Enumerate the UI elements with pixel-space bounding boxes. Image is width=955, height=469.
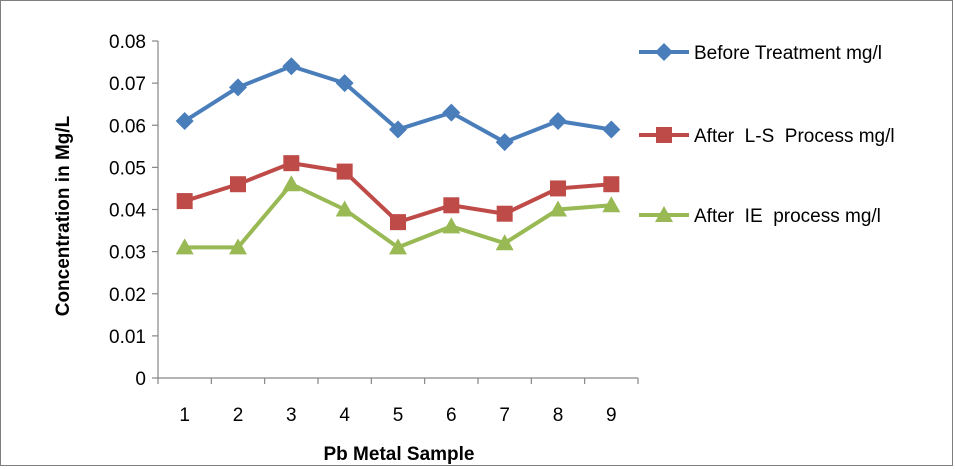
- y-tick-label: 0.07: [109, 74, 146, 95]
- y-tick-label: 0.01: [109, 327, 146, 348]
- y-tick-label: 0.04: [109, 201, 146, 222]
- data-point-square: [443, 197, 460, 214]
- data-point-diamond: [442, 103, 461, 122]
- series-2: [176, 155, 620, 231]
- y-tick-label: 0.08: [109, 32, 146, 53]
- data-point-square: [390, 214, 406, 231]
- x-tick-label: 4: [339, 405, 350, 426]
- x-tick-label: 1: [179, 405, 190, 426]
- data-point-triangle: [229, 238, 247, 255]
- x-tick-label: 7: [499, 405, 510, 426]
- data-point-triangle: [175, 238, 194, 255]
- x-tick-label: 6: [446, 405, 457, 426]
- x-tick-label: 2: [233, 405, 244, 426]
- data-point-diamond: [175, 112, 194, 131]
- data-point-triangle: [442, 217, 461, 234]
- y-tick-label: 0.05: [109, 158, 146, 179]
- y-tick-label: 0: [135, 369, 146, 390]
- series-3: [175, 175, 621, 255]
- data-point-diamond: [495, 133, 514, 152]
- data-point-triangle: [495, 234, 514, 251]
- legend: Before Treatment mg/l After L-S Process m…: [639, 43, 895, 227]
- x-axis: 1 2 3 4 5 6 7 8 9: [157, 377, 639, 426]
- legend-item: After L-S Process mg/l: [639, 126, 895, 147]
- y-tick-label: 0.03: [109, 243, 146, 264]
- data-point-diamond: [229, 78, 247, 97]
- series-1: [175, 57, 621, 152]
- data-point-diamond: [549, 112, 567, 131]
- data-point-diamond: [602, 120, 621, 139]
- x-tick-label: 3: [286, 405, 297, 426]
- data-point-triangle: [549, 200, 567, 217]
- x-tick-label: 9: [606, 405, 617, 426]
- legend-item: After IE process mg/l: [639, 206, 881, 227]
- legend-marker-triangle: [655, 206, 673, 222]
- data-point-triangle: [335, 200, 354, 217]
- data-point-square: [603, 176, 620, 193]
- y-tick-label: 0.06: [109, 116, 146, 137]
- legend-label: Before Treatment mg/l: [694, 43, 882, 64]
- data-point-diamond: [335, 74, 354, 93]
- data-point-square: [230, 176, 246, 193]
- data-point-square: [283, 155, 300, 172]
- legend-marker-square: [656, 127, 672, 143]
- legend-label: After IE process mg/l: [694, 206, 881, 227]
- data-point-triangle: [282, 175, 301, 192]
- y-tick-label: 0.02: [109, 285, 146, 306]
- plot-area: [175, 57, 621, 255]
- legend-item: Before Treatment mg/l: [639, 43, 882, 64]
- data-point-triangle: [389, 238, 407, 255]
- x-tick-label: 5: [393, 405, 404, 426]
- data-point-square: [176, 193, 193, 210]
- data-point-square: [550, 180, 566, 197]
- legend-marker-diamond: [655, 43, 673, 61]
- x-tick-label: 8: [553, 405, 564, 426]
- data-point-diamond: [282, 57, 301, 76]
- y-axis: 0 0.01 0.02 0.03 0.04 0.05 0.06 0.07 0.08: [109, 32, 159, 390]
- data-point-square: [336, 163, 353, 180]
- data-point-triangle: [602, 196, 621, 213]
- legend-label: After L-S Process mg/l: [694, 126, 895, 147]
- y-axis-title: Concentration in Mg/L: [53, 115, 74, 316]
- data-point-square: [496, 205, 513, 222]
- data-point-diamond: [389, 120, 407, 139]
- series-line: [184, 161, 612, 225]
- x-axis-title: Pb Metal Sample: [324, 444, 475, 465]
